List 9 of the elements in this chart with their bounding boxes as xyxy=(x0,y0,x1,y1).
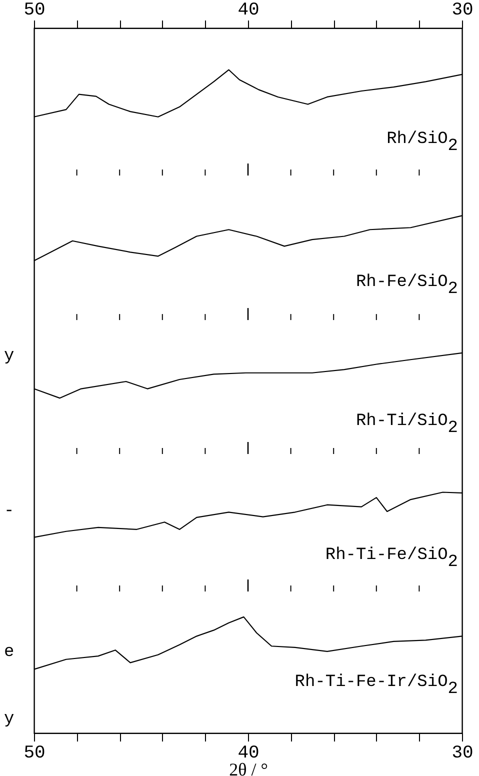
x-tick-label: 30 xyxy=(452,744,474,764)
x-tick-label: 50 xyxy=(24,744,46,764)
x2-tick-label: 50 xyxy=(24,0,46,20)
text: y xyxy=(4,710,14,730)
text: e xyxy=(4,643,14,662)
x2-tick-label: 30 xyxy=(452,0,474,20)
text: - xyxy=(4,502,14,522)
text: y xyxy=(4,347,14,366)
x2-tick-label: 40 xyxy=(238,0,260,20)
